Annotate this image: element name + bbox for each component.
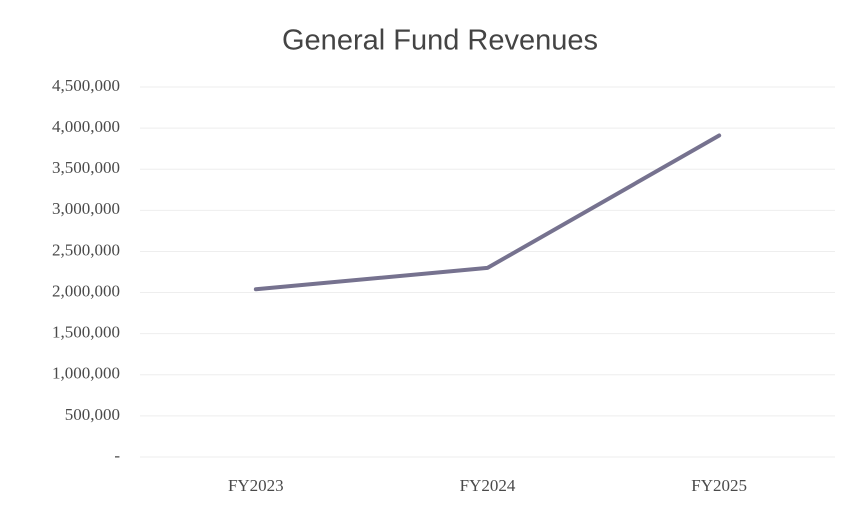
y-tick-label: 2,000,000 bbox=[52, 281, 120, 300]
y-tick-label: 1,500,000 bbox=[52, 323, 120, 342]
y-tick-label: 3,000,000 bbox=[52, 199, 120, 218]
y-tick-label: 1,000,000 bbox=[52, 364, 120, 383]
x-tick-label: FY2025 bbox=[691, 476, 747, 495]
y-tick-label: 500,000 bbox=[65, 405, 120, 424]
x-tick-label: FY2023 bbox=[228, 476, 284, 495]
line bbox=[253, 133, 722, 292]
x-tick-label: FY2024 bbox=[460, 476, 516, 495]
y-tick-label: 4,500,000 bbox=[52, 76, 120, 95]
chart-title: General Fund Revenues bbox=[282, 25, 598, 57]
y-tick-label: 4,000,000 bbox=[52, 117, 120, 136]
y-tick-label: - bbox=[114, 446, 120, 465]
y-tick-label: 3,500,000 bbox=[52, 158, 120, 177]
y-tick-label: 2,500,000 bbox=[52, 240, 120, 259]
